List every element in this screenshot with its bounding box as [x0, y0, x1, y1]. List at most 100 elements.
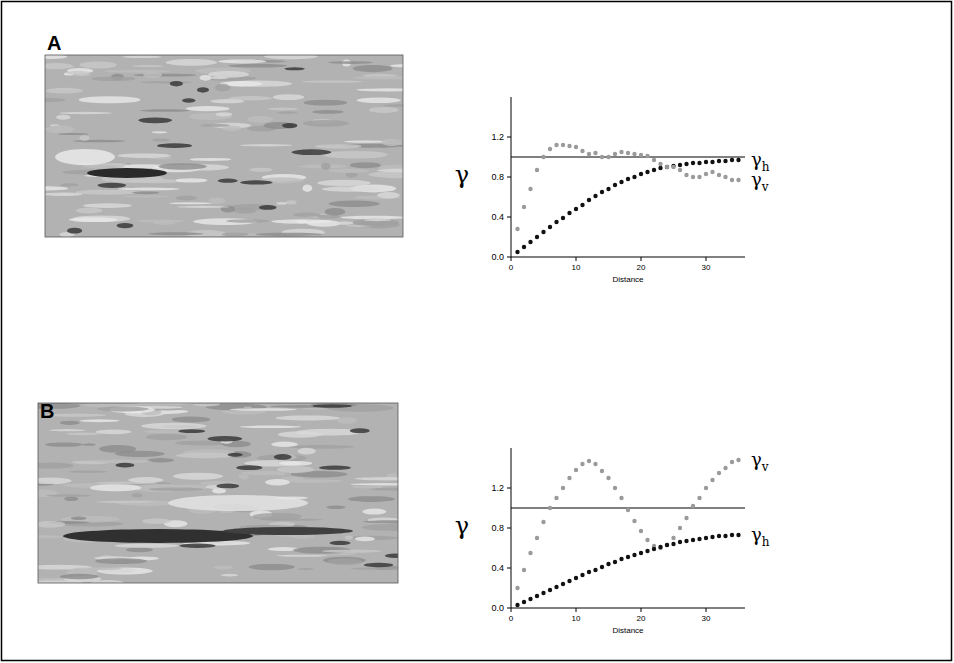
x-tick-label: 20 — [637, 614, 646, 623]
data-point — [606, 187, 610, 191]
data-point — [593, 462, 597, 466]
texture-patch — [302, 184, 312, 192]
figure: A0.00.40.81.20102030DistanceγγhγvB0.00.4… — [0, 0, 954, 663]
data-point — [561, 486, 565, 490]
texture-image — [38, 403, 398, 583]
data-point — [658, 546, 662, 550]
data-point — [626, 508, 630, 512]
data-point — [710, 478, 714, 482]
texture-patch — [158, 163, 206, 169]
texture-patch — [249, 564, 295, 570]
data-point — [717, 534, 721, 538]
texture-patch — [336, 221, 353, 225]
data-point — [548, 147, 552, 151]
data-point — [658, 166, 662, 170]
data-point — [561, 143, 565, 147]
texture-patch — [38, 521, 65, 528]
texture-patch — [66, 71, 89, 75]
texture-patch — [327, 506, 346, 510]
series-label-sub: v — [761, 460, 769, 474]
texture-streak — [197, 87, 209, 92]
data-point — [639, 529, 643, 533]
data-point — [522, 245, 526, 249]
texture-patch — [148, 232, 204, 235]
texture-patch — [152, 138, 169, 141]
texture-patch — [169, 202, 212, 204]
texture-patch — [303, 120, 349, 127]
data-point — [515, 227, 519, 231]
series-label-main: γ — [751, 524, 762, 545]
y-tick — [507, 568, 511, 569]
texture-patch — [73, 140, 126, 143]
texture-patch — [210, 99, 244, 103]
series-label: γv — [751, 449, 769, 474]
data-point — [704, 172, 708, 176]
texture-image — [45, 55, 403, 237]
texture-patch — [95, 430, 131, 435]
data-point — [730, 533, 734, 537]
texture-patch — [152, 131, 168, 133]
texture-patch — [140, 109, 190, 112]
texture-patch — [377, 192, 400, 198]
texture-patch — [390, 64, 403, 67]
x-tick — [706, 257, 707, 261]
data-point — [665, 165, 669, 169]
texture-patch — [240, 426, 301, 429]
texture-patch — [64, 496, 78, 501]
y-tick-label: 0.4 — [491, 212, 504, 222]
texture-patch — [353, 65, 393, 72]
texture-patch — [96, 501, 155, 503]
texture-patch — [217, 233, 261, 237]
texture-patch — [126, 547, 153, 552]
data-point — [671, 536, 675, 540]
texture-patch — [356, 88, 403, 91]
texture-patch — [75, 190, 140, 195]
texture-patch — [168, 495, 308, 511]
texture-patch — [73, 567, 122, 570]
texture-streak — [364, 563, 394, 568]
texture-patch — [97, 406, 149, 411]
data-point — [684, 173, 688, 177]
texture-patch — [276, 202, 287, 205]
data-point — [587, 459, 591, 463]
texture-patch — [117, 153, 171, 158]
data-point — [561, 582, 565, 586]
texture-streak — [138, 118, 172, 124]
data-point — [626, 151, 630, 155]
data-point — [528, 240, 532, 244]
data-point — [606, 476, 610, 480]
texture-patch — [298, 568, 314, 570]
y-tick — [507, 257, 511, 258]
data-point — [613, 183, 617, 187]
data-point — [632, 152, 636, 156]
x-tick-label: 10 — [572, 614, 581, 623]
texture-patch — [361, 524, 398, 531]
data-point — [658, 545, 662, 549]
x-tick-label: 30 — [702, 614, 711, 623]
texture-patch — [55, 149, 115, 165]
texture-patch — [91, 76, 135, 81]
texture-patch — [221, 574, 238, 577]
data-point — [548, 225, 552, 229]
texture-patch — [353, 219, 399, 226]
texture-patch — [45, 442, 83, 446]
data-point — [535, 235, 539, 239]
data-point — [704, 486, 708, 490]
texture-patch — [209, 197, 226, 204]
data-point — [528, 187, 532, 191]
texture-patch — [45, 55, 67, 59]
image-border — [45, 55, 403, 237]
texture-patch — [149, 487, 203, 491]
texture-streak — [282, 123, 297, 128]
data-point — [723, 159, 727, 163]
texture-patch — [45, 63, 73, 69]
data-point — [632, 175, 636, 179]
x-axis-title: Distance — [612, 626, 644, 635]
texture-patch — [298, 448, 316, 455]
texture-patch — [132, 65, 164, 67]
data-point — [691, 175, 695, 179]
data-point — [619, 180, 623, 184]
data-point — [697, 161, 701, 165]
data-point — [600, 469, 604, 473]
texture-streak — [312, 404, 352, 408]
